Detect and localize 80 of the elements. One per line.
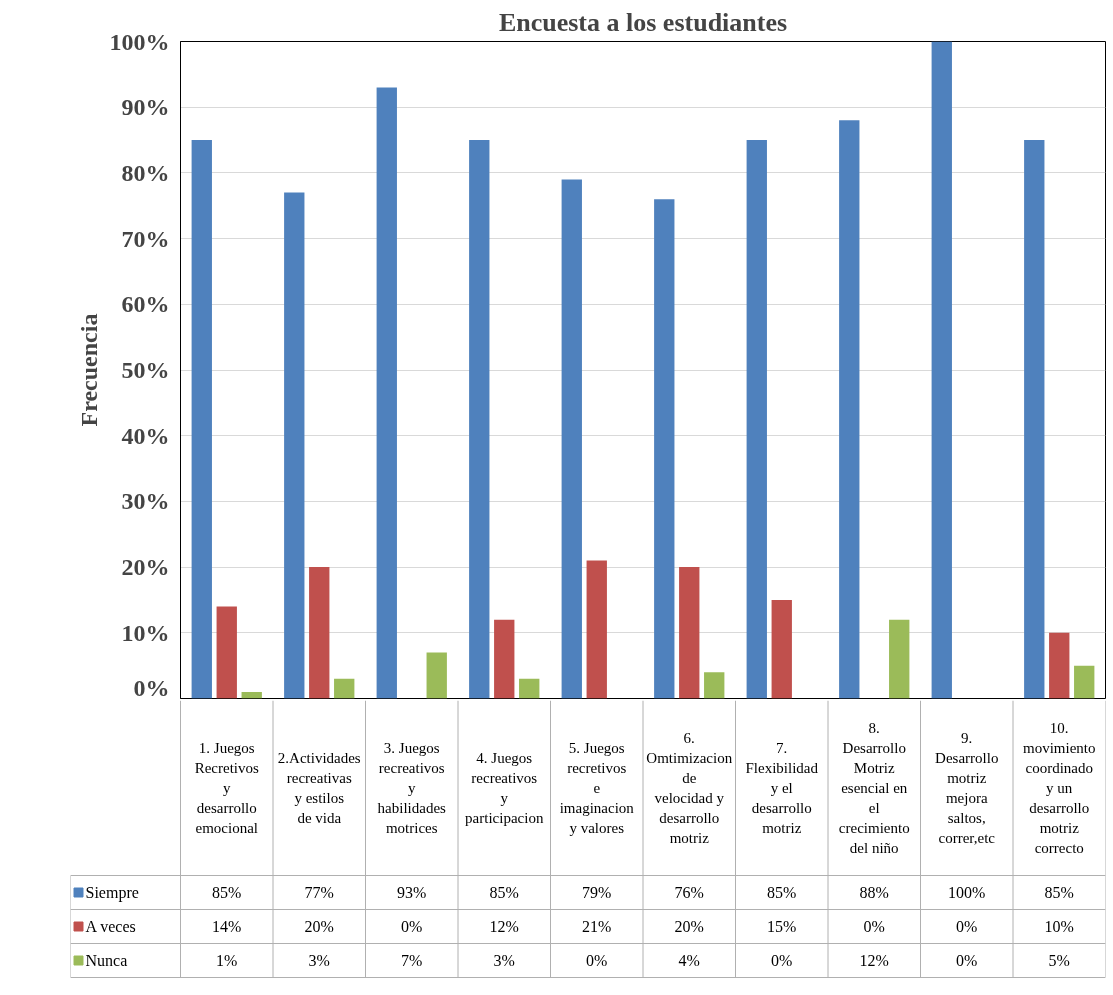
y-axis-title: Frecuencia [75, 313, 102, 427]
y-tick-label: 100% [109, 28, 170, 55]
data-label: 0% [863, 918, 885, 935]
bar [839, 120, 860, 699]
data-label: 14% [212, 918, 242, 935]
legend-label: A veces [85, 918, 136, 935]
y-tick-label: 20% [121, 554, 170, 581]
data-label: 21% [582, 918, 612, 935]
x-tick-label: 1. Juegos Recretivos y desarrollo emocional [194, 740, 259, 836]
bar [334, 678, 355, 699]
data-label: 85% [212, 884, 242, 901]
x-tick-label: 2.Actividades recreativas y estilos de vida [277, 750, 361, 826]
data-label: 20% [674, 918, 704, 935]
x-tick-label: 5. Juegos recretivos e imaginacion y valores [559, 740, 635, 836]
bar [241, 691, 262, 699]
y-tick-label: 50% [121, 357, 170, 383]
y-tick-label: 80% [121, 159, 170, 186]
chart-title: Encuesta a los estudiantes [498, 7, 788, 37]
bar [1049, 632, 1070, 699]
bar [654, 199, 675, 699]
data-label: 12% [859, 952, 889, 969]
bar [1024, 140, 1045, 699]
data-label: 3% [493, 952, 515, 969]
y-tick-label: 0% [133, 674, 170, 701]
bar [469, 140, 490, 699]
data-label: 20% [304, 918, 334, 935]
x-tick-label: 10. movimiento coordinado y un desarrollo motriz correcto [1023, 720, 1096, 856]
data-label: 12% [489, 918, 519, 935]
legend-label: Siempre [85, 884, 139, 902]
bar [704, 672, 725, 699]
data-label: 0% [586, 952, 608, 969]
data-label: 1% [216, 952, 238, 969]
data-label: 76% [674, 884, 704, 901]
data-label: 0% [956, 952, 978, 969]
x-tick-label: 3. Juegos recreativos y habilidades motrices [377, 740, 447, 836]
bar [284, 192, 305, 699]
data-label: 0% [956, 918, 978, 935]
bar [679, 567, 700, 699]
y-tick-label: 10% [121, 619, 170, 646]
bar [216, 606, 237, 699]
x-tick-label: 8. Desarrollo Motriz esencial en el crecimiento del niño [838, 720, 910, 856]
data-label: 85% [767, 884, 797, 901]
y-tick-label: 30% [121, 488, 170, 515]
bar [494, 619, 515, 699]
x-tick-label: 7. Flexibilidad y el desarrollo motriz [745, 740, 819, 836]
y-tick-label: 90% [121, 94, 170, 121]
data-label: 5% [1048, 952, 1070, 969]
bar [746, 140, 767, 699]
bar [519, 678, 540, 699]
bar [376, 87, 397, 699]
data-label: 15% [767, 918, 797, 935]
bar [586, 560, 607, 699]
bar [426, 652, 447, 699]
legend-label: Nunca [85, 952, 128, 969]
bar [889, 619, 910, 699]
bar [1074, 665, 1095, 699]
x-tick-label: 6. Omtimizacion de velocidad y desarrollo motriz [646, 730, 733, 846]
data-label: 93% [397, 884, 427, 901]
data-label: 10% [1044, 918, 1074, 935]
data-label: 79% [582, 884, 612, 901]
bar [309, 567, 330, 699]
data-label: 0% [401, 918, 423, 935]
data-label: 88% [859, 884, 889, 901]
x-tick-label: 4. Juegos recreativos y participacion [465, 750, 544, 826]
y-tick-label: 40% [121, 422, 170, 449]
bar [931, 41, 952, 699]
bar [561, 179, 582, 699]
data-label: 7% [401, 952, 423, 969]
bar [771, 599, 792, 699]
y-tick-label: 70% [121, 225, 170, 252]
data-label: 0% [771, 952, 793, 969]
data-label: 77% [304, 884, 334, 901]
data-label: 3% [308, 952, 330, 969]
x-tick-label: 9. Desarrollo motriz mejora saltos, correr,etc [935, 730, 999, 846]
data-label: 85% [489, 884, 519, 901]
data-label: 85% [1044, 884, 1074, 901]
data-label: 4% [678, 952, 700, 969]
y-tick-label: 60% [121, 291, 170, 318]
bar [191, 140, 212, 699]
data-label: 100% [948, 884, 986, 901]
